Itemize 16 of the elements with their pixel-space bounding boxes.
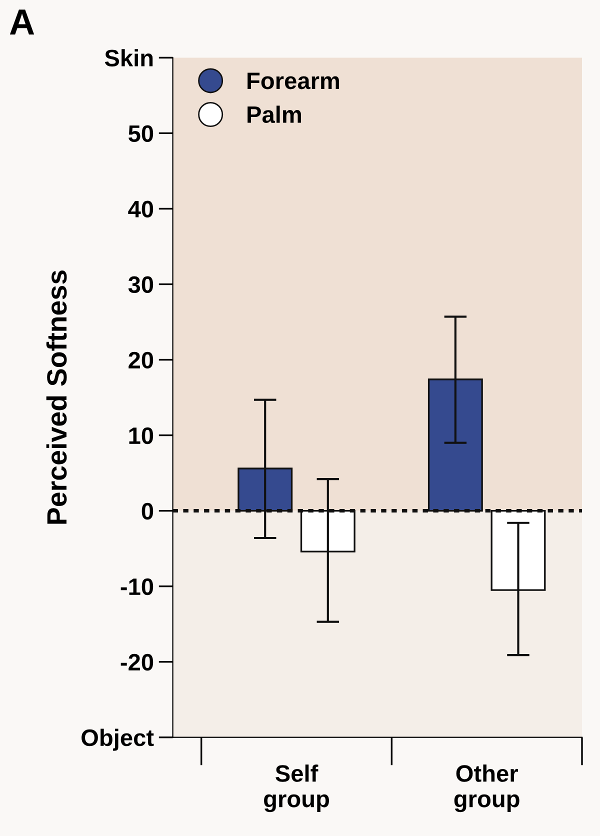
y-tick-label: 50 [128,125,154,142]
y-tick-label: 30 [128,276,154,294]
text: A [10,10,34,35]
y-axis-title: Perceived Softness [46,270,67,524]
y-tick-label: 20 [128,352,154,369]
y-tick-label: Object [82,728,154,751]
legend-label: Palm [248,106,301,124]
y-tick-label: 0 [142,502,154,520]
y-tick-label: -10 [120,578,154,596]
legend-label: Forearm [248,72,340,90]
y-tick-label: 10 [129,427,154,444]
x-tick-label: Other group [454,764,520,812]
y-tick-label: 40 [128,200,154,218]
y-tick-label: Skin [104,49,153,66]
x-tick-label: Self group [264,764,329,812]
y-tick-label: -20 [120,654,154,671]
